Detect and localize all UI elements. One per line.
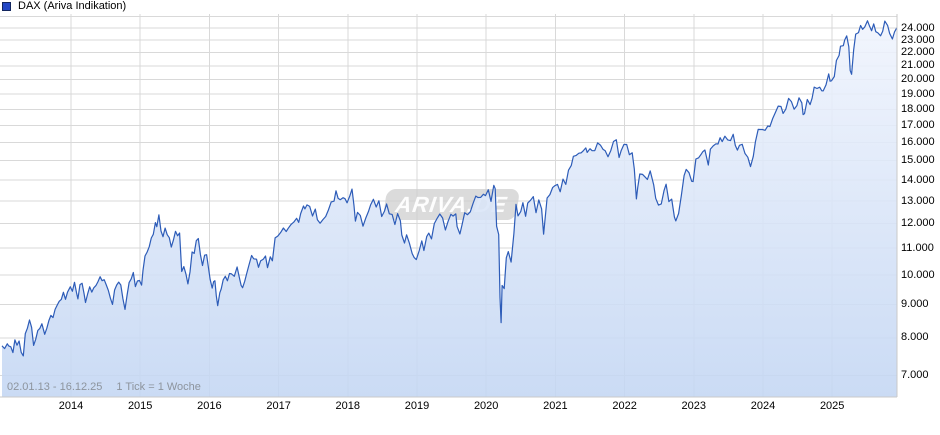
x-axis-label: 2021 [543,400,568,412]
x-axis-label: 2016 [197,400,222,412]
y-axis-label: 10.000 [901,268,935,281]
date-range-label: 02.01.13 - 16.12.25 [7,381,103,393]
series-color-swatch-icon [2,2,11,11]
y-axis-label: 15.000 [901,154,935,167]
x-axis-label: 2015 [127,400,153,412]
y-axis-label: 12.000 [901,217,935,230]
area-fill [2,20,897,397]
tick-resolution-label: 1 Tick = 1 Woche [116,381,201,393]
y-axis-label: 8.000 [901,331,929,344]
x-axis-label: 2014 [58,400,84,412]
x-axis-label: 2024 [750,400,776,412]
y-axis-label: 17.000 [901,118,935,131]
y-axis-label: 20.000 [901,73,935,86]
x-axis-label: 2019 [404,400,430,412]
price-line [1,20,897,357]
y-axis-label: 18.000 [901,102,935,115]
chart-title: DAX (Ariva Indikation) [18,0,127,12]
x-axis-label: 2017 [266,400,291,412]
y-axis-label: 13.000 [901,194,935,207]
plot-border [0,14,898,398]
y-axis-label: 24.000 [901,21,935,34]
y-axis-label: 21.000 [901,59,935,72]
y-axis-label: 9.000 [901,298,929,311]
y-axis-label: 11.000 [901,241,934,254]
y-axis-label: 14.000 [901,173,935,186]
x-axis-label: 2023 [681,400,707,412]
x-axis-label: 2018 [335,400,361,412]
x-axis-label: 2025 [819,400,845,412]
y-axis-label: 19.000 [901,87,935,100]
y-axis-label: 22.000 [901,46,935,59]
y-axis-label: 16.000 [901,136,935,148]
y-axis-label: 23.000 [901,33,935,46]
x-axis-label: 2022 [612,400,637,412]
y-axis-label: 7.000 [901,369,929,381]
date-range-info: 02.01.13 - 16.12.25 1 Tick = 1 Woche [7,381,201,393]
x-axis-label: 2020 [473,400,499,412]
